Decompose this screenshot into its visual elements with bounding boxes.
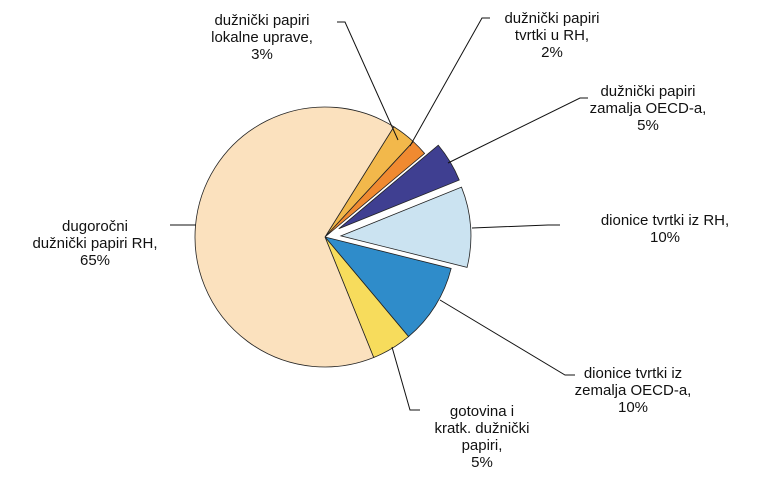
- label-line: dugoročni: [62, 218, 128, 235]
- leader-line: [439, 299, 575, 376]
- label-line: dionice tvrtki iz RH,: [601, 212, 729, 229]
- label-line: dužnički papiri: [600, 83, 695, 100]
- leader-line: [391, 346, 420, 411]
- slice-label: dužnički papiri zamalja OECD-a,: [590, 83, 707, 117]
- slice-label: dionice tvrtki iz zemalja OECD-a,: [575, 365, 692, 399]
- slice-label: dugoročni dužnički papiri RH,: [32, 218, 157, 252]
- slice-label: dužnički papiri lokalne uprave,: [211, 12, 313, 46]
- value-label: 3%: [251, 46, 273, 63]
- pie-slice: [194, 106, 395, 368]
- label-line: dužnički papiri: [214, 12, 309, 29]
- label-line: dionice tvrtki iz: [584, 365, 682, 382]
- leader-line: [471, 224, 560, 229]
- label-line: zemalja OECD-a,: [575, 382, 692, 399]
- label-line: gotovina i: [450, 403, 514, 420]
- label-line: lokalne uprave,: [211, 29, 313, 46]
- label-line: kratk. dužnički: [434, 420, 529, 437]
- pie-slice: [323, 236, 452, 338]
- value-label: 5%: [471, 454, 493, 471]
- slice-label: dionice tvrtki iz RH,: [601, 212, 729, 229]
- pie-slice: [339, 186, 472, 268]
- label-line: zamalja OECD-a,: [590, 100, 707, 117]
- label-line: dužnički papiri RH,: [32, 235, 157, 252]
- value-label: 10%: [618, 399, 648, 416]
- value-label: 10%: [650, 229, 680, 246]
- leader-line: [409, 17, 490, 147]
- slice-label: dužnički papiri tvrtki u RH,: [504, 10, 599, 44]
- label-line: tvrtki u RH,: [515, 27, 589, 44]
- slice-label: gotovina i kratk. dužnički papiri,: [434, 403, 529, 454]
- value-label: 2%: [541, 44, 563, 61]
- value-label: 65%: [80, 252, 110, 269]
- leader-line: [447, 97, 588, 164]
- value-label: 5%: [637, 117, 659, 134]
- label-line: dužnički papiri: [504, 10, 599, 27]
- pie-slice: [324, 141, 426, 238]
- label-line: papiri,: [462, 437, 503, 454]
- leader-line: [337, 21, 399, 141]
